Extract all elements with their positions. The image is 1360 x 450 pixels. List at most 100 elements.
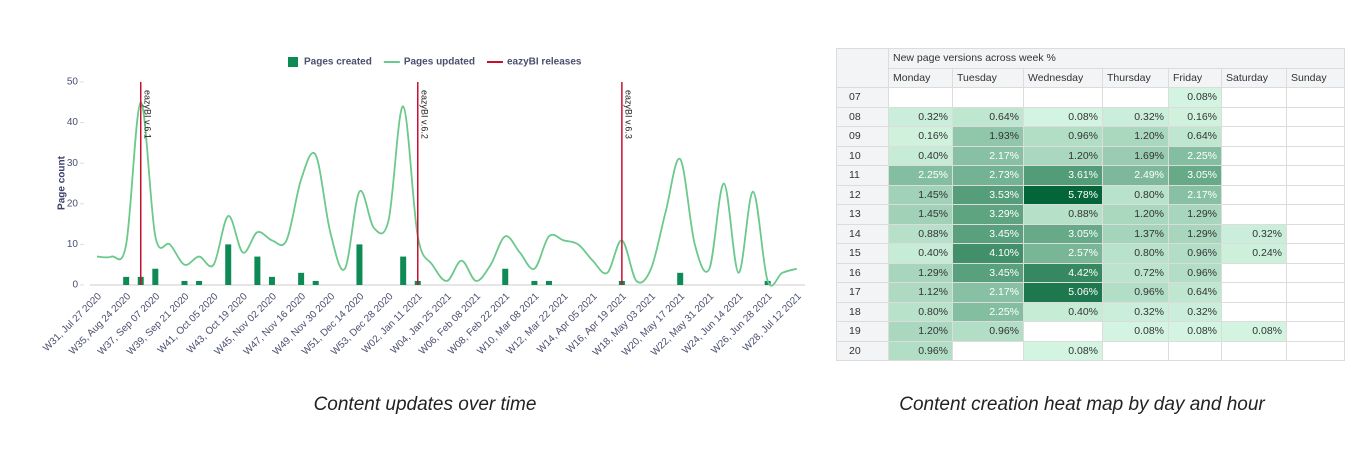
table-title: New page versions across week %	[888, 48, 1345, 69]
heat-cell: 0.96%	[1023, 126, 1103, 147]
heat-cell	[1221, 340, 1287, 361]
row-header: 11	[836, 165, 889, 186]
heat-cell	[1221, 301, 1287, 322]
row-header: 13	[836, 204, 889, 225]
heat-cell	[1286, 145, 1345, 166]
bar	[502, 268, 509, 285]
heat-cell: 1.12%	[888, 282, 953, 303]
heat-cell	[1286, 126, 1345, 147]
row: 07 0.08%	[836, 87, 1345, 108]
heat-cell: 2.49%	[1102, 165, 1169, 186]
heat-cell: 1.20%	[888, 321, 953, 342]
heat-cell: 2.57%	[1023, 243, 1103, 264]
legend-label: eazyBI releases	[507, 57, 582, 68]
column-header: Sunday	[1286, 67, 1345, 88]
heat-cell	[1168, 340, 1222, 361]
y-axis-label: Page count	[57, 155, 68, 210]
heat-cell: 2.25%	[888, 165, 953, 186]
row: Monday Tuesday Wednesday Thursday Friday Satu…	[837, 67, 1345, 88]
heat-cell: 3.61%	[1023, 165, 1103, 186]
bar	[254, 256, 261, 285]
release-label: eazyBI v.6.3	[624, 90, 634, 139]
heat-cell: 0.64%	[1168, 126, 1222, 147]
row: 13 1.45% 3.29% 0.88% 1.20% 1.29%	[836, 204, 1345, 225]
heat-cell: 2.17%	[952, 282, 1024, 303]
bar	[531, 280, 538, 285]
heat-cell	[1102, 87, 1169, 108]
bar	[677, 272, 684, 285]
heat-cell	[888, 87, 953, 108]
y-tick-label: 30	[67, 158, 79, 169]
row-header: 16	[836, 262, 889, 283]
row-header: 12	[836, 184, 889, 205]
row-header: 18	[836, 301, 889, 322]
release-label: eazyBI v.6.2	[419, 90, 429, 139]
row: 15 0.40% 4.10% 2.57% 0.80% 0.96% 0.24%	[836, 243, 1345, 264]
heat-cell: 0.64%	[952, 106, 1024, 127]
heat-cell	[1221, 126, 1287, 147]
bar	[152, 268, 159, 285]
column-header: Monday	[888, 67, 953, 88]
bar	[181, 280, 188, 285]
heat-cell	[952, 340, 1024, 361]
heat-cell: 2.73%	[952, 165, 1024, 186]
heat-cell: 5.78%	[1023, 184, 1103, 205]
heat-cell: 0.96%	[952, 321, 1024, 342]
row: 20 0.96% 0.08%	[836, 340, 1345, 361]
heat-cell: 0.80%	[1102, 184, 1169, 205]
heat-cell: 0.08%	[1221, 321, 1287, 342]
heat-cell: 0.80%	[1102, 243, 1169, 264]
row-header: 07	[836, 87, 889, 108]
row-header: 09	[836, 126, 889, 147]
heat-cell	[1286, 243, 1345, 264]
heat-cell	[1286, 184, 1345, 205]
heat-cell: 0.32%	[1221, 223, 1287, 244]
row: 12 1.45% 3.53% 5.78% 0.80% 2.17%	[836, 184, 1345, 205]
row-header: 14	[836, 223, 889, 244]
row: 09 0.16% 1.93% 0.96% 1.20% 0.64%	[836, 126, 1345, 147]
legend-label: Pages updated	[404, 57, 475, 68]
heat-cell	[1286, 87, 1345, 108]
heat-cell: 0.80%	[888, 301, 953, 322]
heat-cell: 1.37%	[1102, 223, 1169, 244]
bar	[312, 280, 319, 285]
heat-cell: 0.88%	[888, 223, 953, 244]
heat-cell	[1221, 165, 1287, 186]
heat-cell: 0.96%	[1168, 243, 1222, 264]
heat-cell: 0.08%	[1168, 321, 1222, 342]
y-tick-label: 40	[67, 117, 79, 128]
row-header: 20	[836, 340, 889, 361]
heat-cell: 1.29%	[888, 262, 953, 283]
heat-cell: 0.08%	[1023, 340, 1103, 361]
caption: Content creation heat map by day and hou…	[899, 394, 1265, 415]
row-header: 19	[836, 321, 889, 342]
heat-cell: 3.05%	[1023, 223, 1103, 244]
bar	[545, 280, 552, 285]
y-tick-label: 10	[67, 239, 79, 250]
column-header: Friday	[1168, 67, 1222, 88]
heat-cell	[1221, 204, 1287, 225]
heat-cell: 0.16%	[1168, 106, 1222, 127]
heat-cell	[1286, 321, 1345, 342]
heat-cell: 1.20%	[1102, 126, 1169, 147]
heat-cell: 0.40%	[1023, 301, 1103, 322]
row: 10 0.40% 2.17% 1.20% 1.69% 2.25%	[836, 145, 1345, 166]
heat-cell: 0.32%	[1102, 301, 1169, 322]
heat-cell: 1.20%	[1102, 204, 1169, 225]
heat-cell: 0.32%	[1102, 106, 1169, 127]
heat-cell: 1.20%	[1023, 145, 1103, 166]
heat-cell: 0.32%	[1168, 301, 1222, 322]
heat-cell	[1286, 340, 1345, 361]
heat-cell: 0.16%	[888, 126, 953, 147]
heat-cell: 0.24%	[1221, 243, 1287, 264]
heat-cell	[1286, 301, 1345, 322]
bar	[298, 272, 305, 285]
bar	[268, 276, 275, 285]
heat-cell	[1102, 340, 1169, 361]
heat-cell: 2.17%	[1168, 184, 1222, 205]
heat-cell: 1.69%	[1102, 145, 1169, 166]
heat-cell: 2.17%	[952, 145, 1024, 166]
heat-cell: 0.40%	[888, 145, 953, 166]
